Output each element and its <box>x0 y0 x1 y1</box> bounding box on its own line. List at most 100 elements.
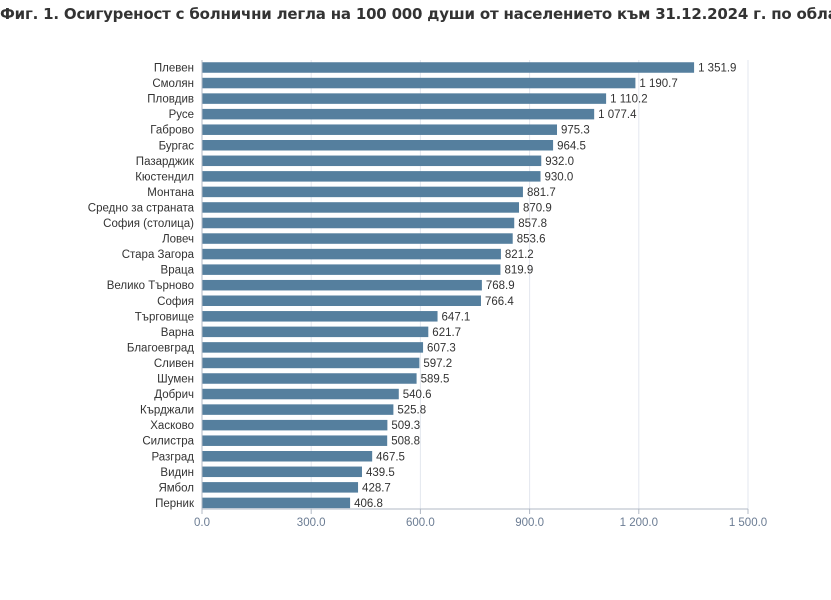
category-label: Кюстендил <box>135 171 194 183</box>
x-tick-label: 1 200.0 <box>620 517 658 529</box>
bar <box>202 186 523 198</box>
value-label: 428.7 <box>362 482 391 494</box>
bar <box>202 108 595 120</box>
value-label: 540.6 <box>403 389 432 401</box>
value-label: 853.6 <box>517 234 546 246</box>
category-label: Пловдив <box>147 94 194 106</box>
value-label: 1 077.4 <box>598 109 637 121</box>
value-label: 1 351.9 <box>698 63 736 75</box>
category-label: Варна <box>161 327 195 339</box>
category-label: Стара Загора <box>122 249 195 261</box>
bar <box>202 326 429 338</box>
bar <box>202 202 520 213</box>
bar <box>202 264 501 275</box>
value-label: 597.2 <box>423 358 452 370</box>
category-label: Плевен <box>154 63 194 75</box>
bar <box>202 140 554 151</box>
category-label: Ловеч <box>162 234 194 246</box>
category-label: София <box>157 296 194 308</box>
bar <box>202 248 501 260</box>
category-label: Ямбол <box>158 482 194 494</box>
bar <box>202 93 607 104</box>
value-label: 819.9 <box>504 265 533 277</box>
value-labels: 1 351.9 1 190.7 1 110.2 1 077.4 975.3 964.5 93… <box>354 63 736 510</box>
bar <box>202 311 438 322</box>
value-label: 439.5 <box>366 467 395 479</box>
bar <box>202 124 558 135</box>
value-label: 467.5 <box>376 451 405 463</box>
category-label: Силистра <box>142 436 194 448</box>
category-label: Враца <box>161 265 195 277</box>
bar <box>202 233 513 244</box>
bar <box>202 404 394 415</box>
x-tick-label: 1 500.0 <box>729 517 767 529</box>
category-label: Шумен <box>157 374 194 386</box>
category-label: Средно за страната <box>88 202 195 214</box>
bar <box>202 482 359 493</box>
category-label: Разград <box>151 451 194 463</box>
bar <box>202 155 542 167</box>
value-label: 930.0 <box>545 171 574 183</box>
category-label: Габрово <box>150 125 194 137</box>
bar <box>202 373 417 384</box>
x-tick-label: 300.0 <box>297 517 326 529</box>
value-label: 870.9 <box>523 202 552 214</box>
x-tick-labels: 0.0 300.0 600.0 900.0 1 200.0 1 500.0 <box>194 517 767 529</box>
bar <box>202 279 482 291</box>
x-tick-label: 900.0 <box>515 517 544 529</box>
bar <box>202 497 351 509</box>
category-label: София (столица) <box>103 218 194 230</box>
value-label: 768.9 <box>486 280 515 292</box>
bar <box>202 171 541 182</box>
category-label: Благоевград <box>127 342 194 354</box>
bar <box>202 357 420 369</box>
bar <box>202 77 636 89</box>
bar <box>202 435 388 446</box>
value-label: 647.1 <box>442 311 471 323</box>
value-label: 766.4 <box>485 296 514 308</box>
value-label: 525.8 <box>397 405 426 417</box>
bars <box>202 62 695 509</box>
value-label: 607.3 <box>427 342 456 354</box>
category-label: Видин <box>160 467 194 479</box>
bar <box>202 388 399 400</box>
category-labels: Плевен Смолян Пловдив Русе Габрово Бургас Паза… <box>88 63 195 510</box>
category-label: Добрич <box>154 389 194 401</box>
value-label: 509.3 <box>391 420 420 432</box>
category-label: Бургас <box>159 140 195 152</box>
category-label: Търговище <box>135 311 194 323</box>
category-label: Перник <box>155 498 195 510</box>
category-label: Монтана <box>147 187 194 199</box>
bar <box>202 466 362 478</box>
category-label: Кърджали <box>140 405 194 417</box>
category-label: Хасково <box>150 420 194 432</box>
bar <box>202 342 424 353</box>
value-label: 621.7 <box>432 327 461 339</box>
bar <box>202 419 388 431</box>
category-label: Смолян <box>152 78 194 90</box>
value-label: 932.0 <box>545 156 574 168</box>
value-label: 406.8 <box>354 498 383 510</box>
value-label: 821.2 <box>505 249 534 261</box>
x-tick-label: 600.0 <box>406 517 435 529</box>
value-label: 1 110.2 <box>610 94 648 106</box>
value-label: 975.3 <box>561 125 590 137</box>
bar <box>202 217 515 229</box>
category-label: Велико Търново <box>107 280 194 292</box>
value-label: 964.5 <box>557 140 586 152</box>
value-label: 1 190.7 <box>639 78 677 90</box>
value-label: 881.7 <box>527 187 556 199</box>
value-label: 857.8 <box>518 218 547 230</box>
bar <box>202 62 695 73</box>
category-label: Сливен <box>154 358 194 370</box>
value-label: 508.8 <box>391 436 420 448</box>
axes <box>201 60 749 514</box>
category-label: Пазарджик <box>136 156 195 168</box>
bar <box>202 295 481 306</box>
chart-title: Фиг. 1. Осигуреност с болнични легла на … <box>0 5 831 23</box>
value-label: 589.5 <box>421 374 450 386</box>
category-label: Русе <box>169 109 194 121</box>
bar <box>202 451 373 462</box>
x-tick-label: 0.0 <box>194 517 210 529</box>
